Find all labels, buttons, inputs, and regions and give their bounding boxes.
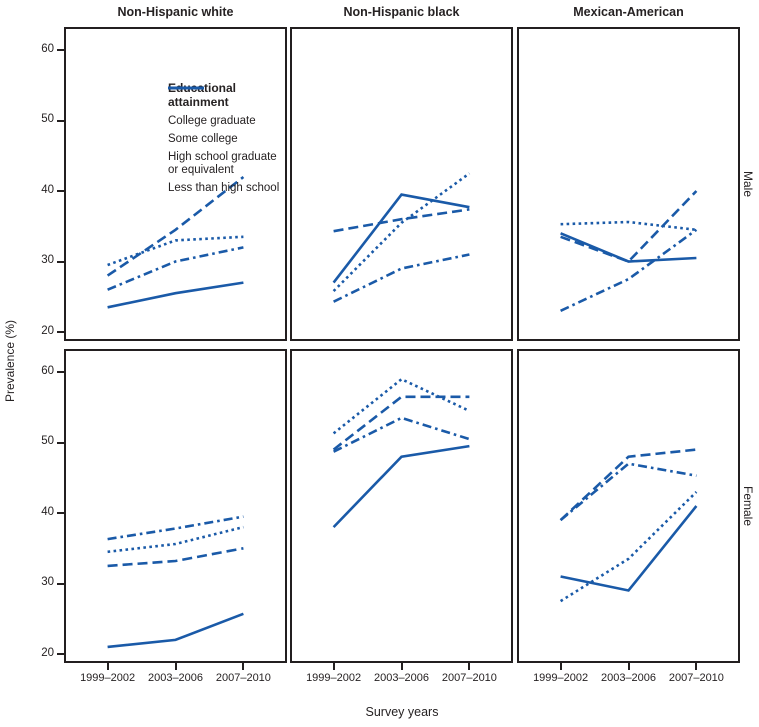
y-tick-mark: [57, 190, 64, 192]
legend-entries: College graduate Some college High school …: [168, 86, 285, 195]
y-tick-label: 40: [41, 183, 54, 196]
series-line-dotted: [560, 220, 697, 232]
y-axis-title: Prevalence (%): [3, 319, 17, 403]
x-tick-mark: [695, 663, 698, 670]
panel-non-hispanic-white-female: [64, 349, 287, 663]
series-line-solid: [332, 444, 470, 529]
y-tick-label: 20: [41, 324, 54, 337]
x-tick-label: 1999–2002: [533, 672, 589, 684]
series-line-solid: [560, 505, 698, 592]
y-tick-label: 50: [41, 435, 54, 448]
x-tick-mark: [174, 663, 177, 670]
legend-entry-label: High school graduate or equivalent: [168, 151, 277, 176]
y-tick-label: 60: [41, 42, 54, 55]
series-line-dotted: [332, 172, 471, 293]
panel-mexican-american-male: [517, 27, 740, 341]
x-tick-label: 1999–2002: [80, 672, 136, 684]
y-tick-mark: [57, 260, 64, 263]
panel-plot-area: [560, 190, 698, 312]
y-tick-mark: [57, 49, 64, 52]
x-tick-mark: [400, 663, 403, 670]
x-tick-label: 1999–2002: [306, 672, 362, 684]
y-tick-mark: [57, 331, 64, 333]
y-tick-label: 20: [41, 646, 54, 659]
x-tick-mark: [242, 663, 245, 670]
series-line-dashdot: [559, 462, 697, 522]
panel-plot-area: [332, 377, 470, 529]
series-line-dashed: [333, 208, 470, 233]
x-tick-mark: [106, 663, 109, 670]
legend: Educational attainment College graduate S…: [168, 81, 285, 200]
y-tick-mark: [57, 512, 64, 514]
panel-non-hispanic-white-male: Educational attainment College graduate S…: [64, 27, 287, 341]
x-tick-label: 2003–2006: [147, 672, 204, 684]
x-tick-label: 2003–2006: [373, 672, 430, 684]
legend-entry-label: College graduate: [168, 115, 256, 127]
series-line-dotted: [107, 235, 244, 267]
y-tick-label: 30: [41, 576, 54, 588]
panel-plot-area: [559, 448, 698, 603]
series-line-dashdot: [333, 253, 470, 303]
series-line-dashdot: [107, 246, 244, 291]
series-line-solid: [107, 612, 244, 649]
y-tick-mark: [57, 119, 64, 122]
row-label-male: Male: [741, 170, 755, 198]
series-line-solid: [332, 193, 470, 284]
legend-entry-label: Some college: [168, 133, 238, 145]
x-tick-label: 2007–2010: [441, 672, 497, 684]
series-line-dashdot: [333, 416, 470, 453]
y-tick-mark: [57, 653, 64, 655]
panel-mexican-american-female: [517, 349, 740, 663]
y-tick-label: 50: [41, 113, 54, 126]
series-line-dashed: [106, 175, 245, 277]
panel-non-hispanic-black-female: [290, 349, 513, 663]
series-line-solid: [107, 281, 244, 309]
x-tick-mark: [468, 663, 471, 670]
x-tick-mark: [559, 663, 562, 670]
panel-plot-area: [106, 175, 245, 309]
series-line-dashdot: [560, 228, 698, 312]
panel-non-hispanic-black-male: [290, 27, 513, 341]
x-tick-mark: [332, 663, 335, 670]
y-tick-label: 40: [41, 505, 54, 518]
series-line-dashed: [560, 190, 698, 264]
y-tick-label: 60: [41, 364, 54, 377]
panel-plot-area: [332, 172, 471, 303]
series-line-dashed: [107, 547, 244, 568]
x-tick-label: 2003–2006: [600, 672, 657, 684]
series-line-dotted: [107, 525, 244, 554]
dashdot-line-sample: [180, 86, 204, 90]
panel-plot-area: [107, 515, 244, 649]
series-line-solid: [560, 232, 697, 263]
series-line-dotted: [559, 490, 698, 603]
x-tick-label: 2007–2010: [215, 672, 271, 684]
series-line-dotted: [332, 377, 470, 435]
series-line-dashed: [559, 448, 697, 522]
legend-entry-label: Less than high school: [168, 182, 280, 194]
column-title-non-hispanic-white: Non-Hispanic white: [117, 5, 234, 19]
y-tick-mark: [57, 371, 64, 374]
series-line-dashdot: [107, 515, 244, 541]
y-tick-mark: [57, 582, 64, 585]
column-title-non-hispanic-black: Non-Hispanic black: [343, 5, 460, 19]
x-tick-label: 2007–2010: [668, 672, 724, 684]
row-label-female: Female: [741, 485, 755, 527]
column-title-mexican-american: Mexican-American: [573, 5, 684, 19]
y-tick-label: 30: [41, 254, 54, 266]
legend-entry: Less than high school: [168, 86, 285, 195]
x-axis-title: Survey years: [365, 705, 439, 719]
y-tick-mark: [57, 441, 64, 444]
x-tick-mark: [627, 663, 630, 670]
